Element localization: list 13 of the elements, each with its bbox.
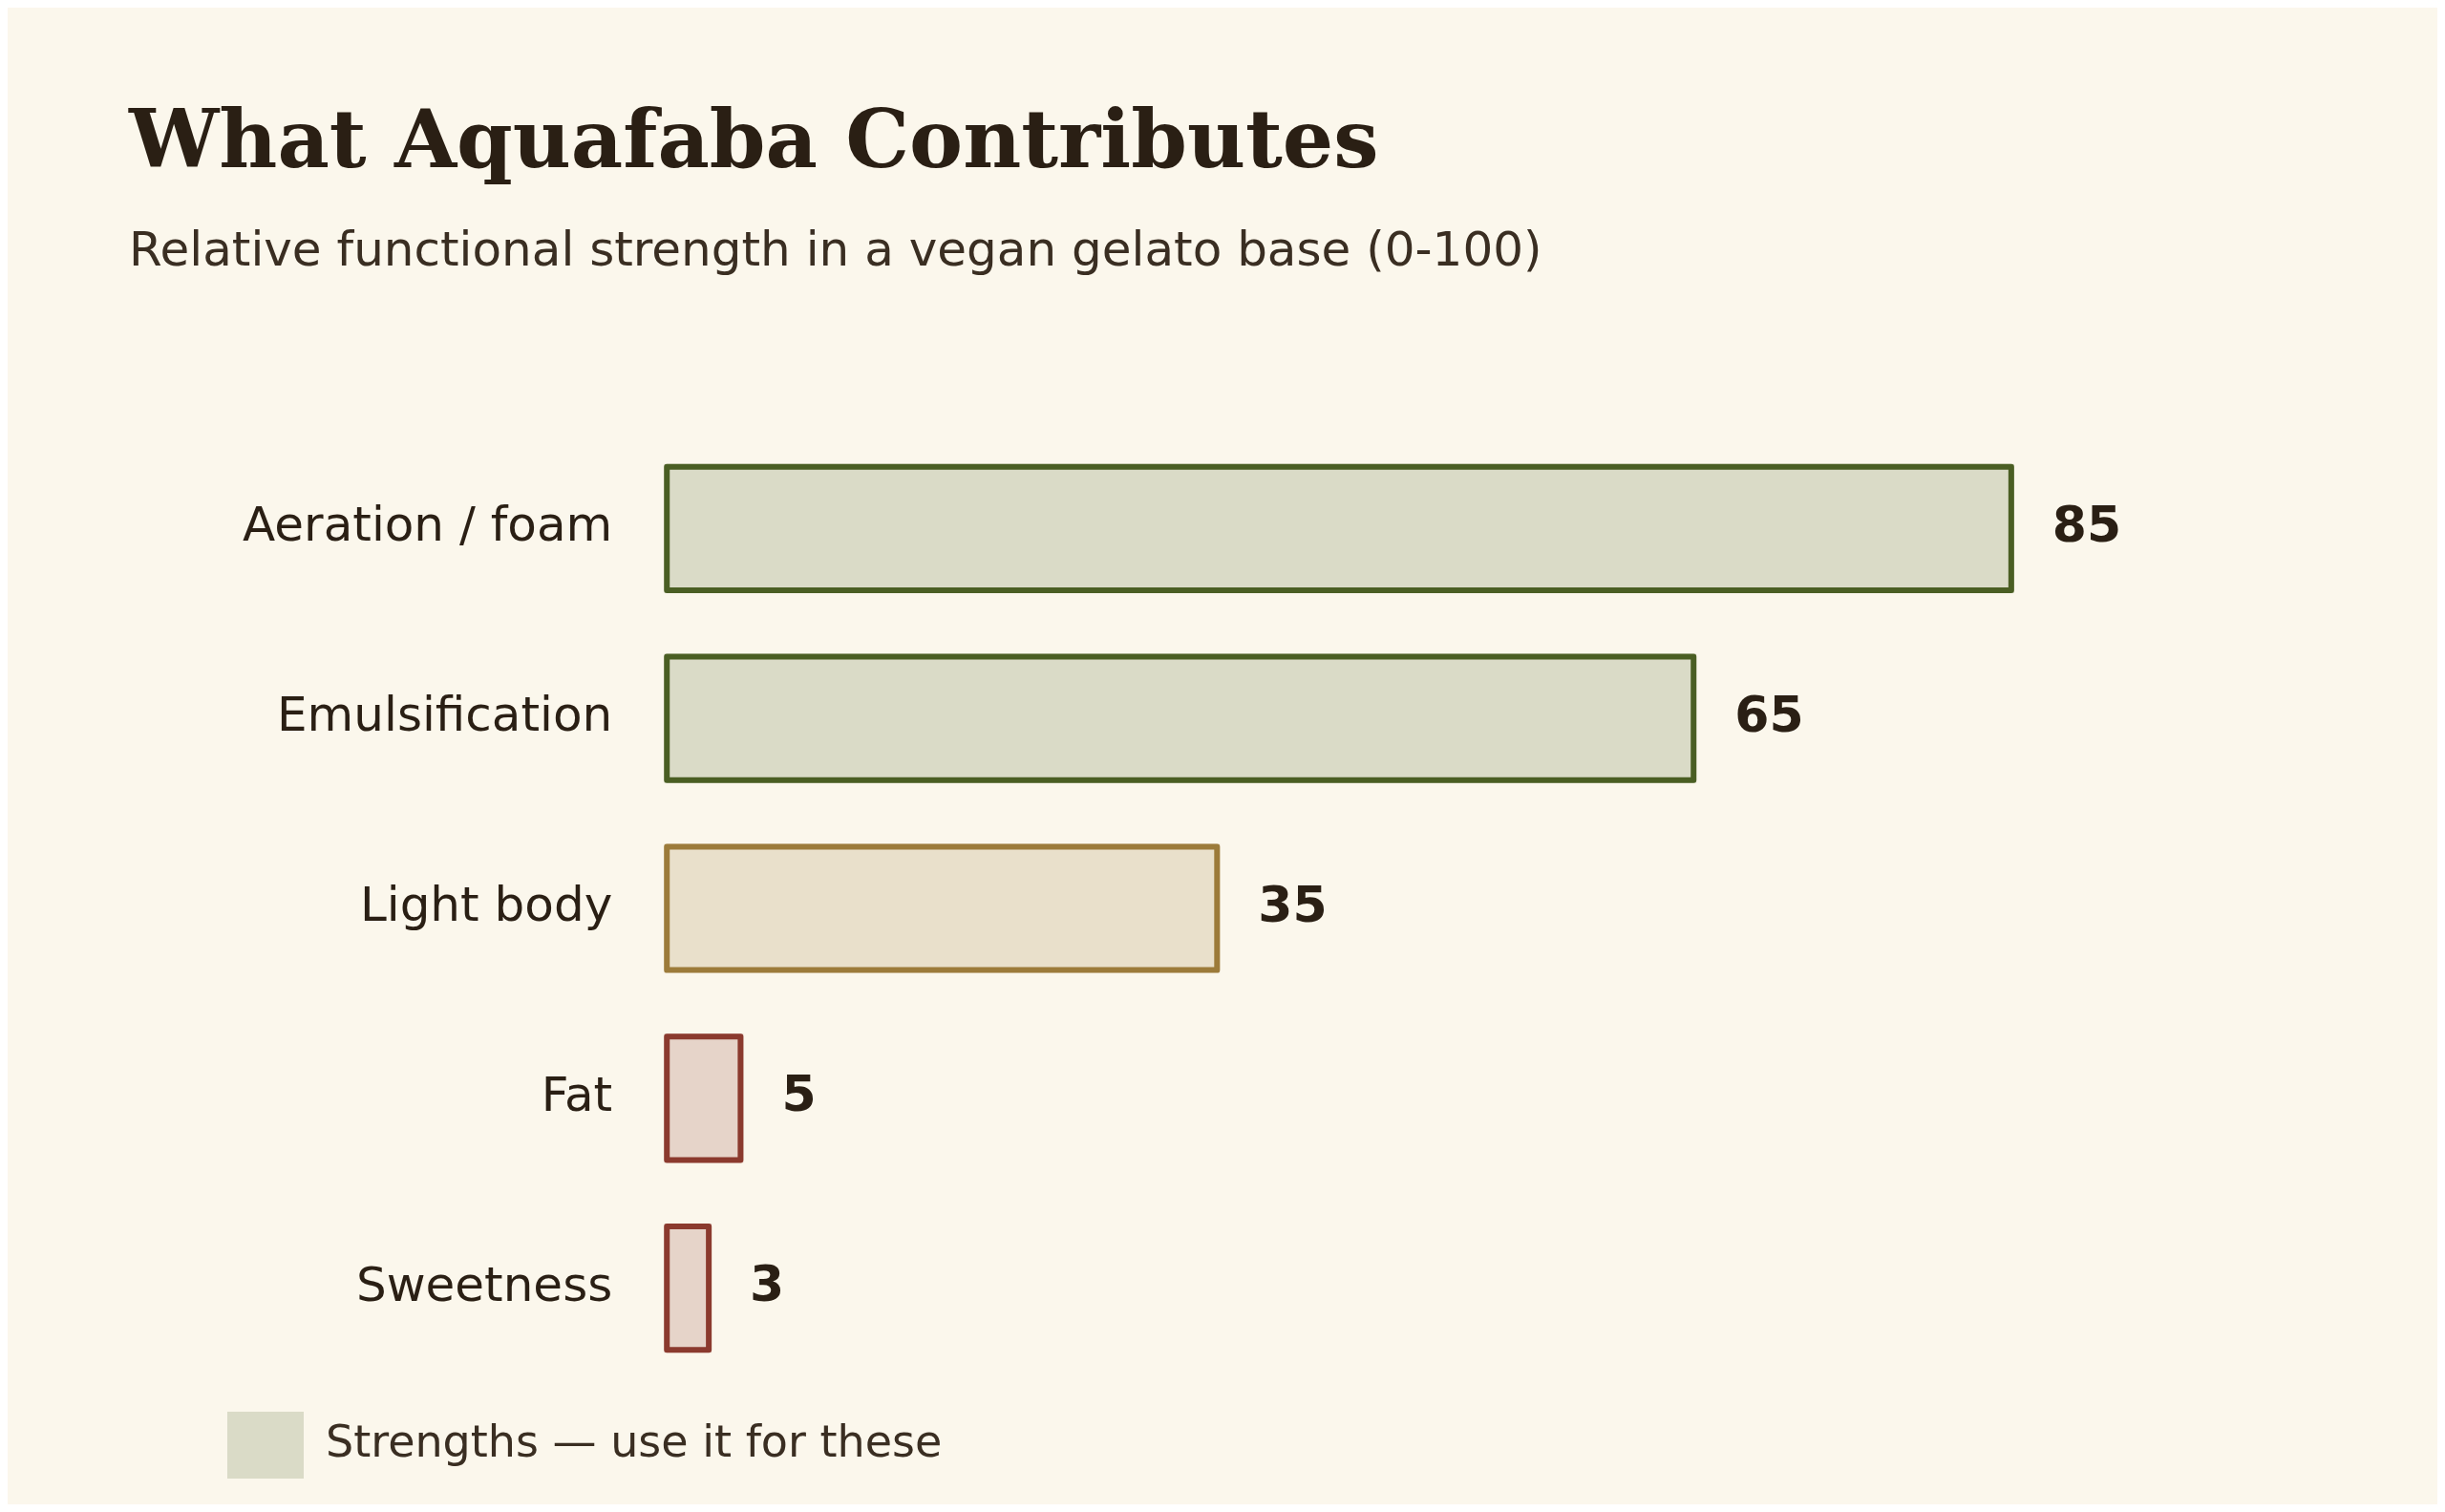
chart-title: What Aquafaba Contributes — [129, 92, 1379, 186]
y-tick-label: Emulsification — [277, 687, 613, 743]
legend-label: Strengths — use it for these — [326, 1415, 943, 1467]
data-label: 5 — [781, 1065, 817, 1123]
data-label: 85 — [2052, 495, 2122, 553]
y-tick-label: Sweetness — [355, 1256, 613, 1312]
data-label: 3 — [750, 1255, 785, 1313]
data-label: 65 — [1734, 685, 1804, 743]
y-tick-label: Light body — [359, 876, 613, 932]
y-tick-label: Aeration / foam — [243, 497, 613, 553]
chart-subtitle: Relative functional strength in a vegan gelato base (0-100) — [129, 222, 1542, 277]
y-tick-label: Fat — [541, 1066, 613, 1122]
data-label: 35 — [1258, 875, 1328, 933]
